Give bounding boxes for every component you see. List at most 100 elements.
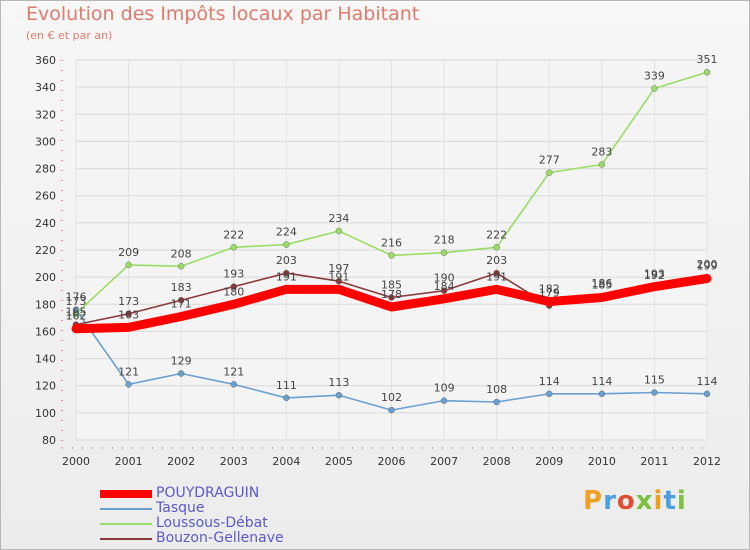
data-point [493, 398, 500, 406]
data-label: 184 [434, 280, 455, 293]
data-point [230, 244, 237, 251]
data-point [440, 287, 448, 294]
x-tick-label: 2011 [640, 455, 668, 468]
data-point [335, 227, 343, 235]
x-tick-label: 2000 [62, 455, 90, 468]
x-tick-label: 2005 [325, 455, 353, 468]
data-point [229, 300, 238, 309]
x-tick-label: 2007 [430, 455, 458, 468]
data-label: 222 [223, 228, 244, 241]
data-label: 173 [66, 295, 87, 308]
y-tick-label: 320 [35, 108, 56, 121]
data-label: 339 [644, 70, 665, 83]
legend-swatch [100, 523, 152, 525]
data-label: 234 [328, 212, 349, 225]
data-point [440, 397, 448, 404]
y-tick-label: 260 [35, 190, 56, 203]
y-tick-label: 360 [35, 54, 56, 67]
data-label: 197 [328, 262, 349, 275]
data-point [335, 278, 343, 285]
logo-letter: r [603, 486, 617, 516]
x-tick-label: 2001 [115, 455, 143, 468]
y-tick-label: 140 [35, 353, 56, 366]
data-label: 351 [697, 53, 718, 66]
data-label: 165 [66, 306, 87, 319]
y-tick-label: 80 [42, 434, 56, 447]
data-point [125, 381, 132, 388]
y-tick-label: 100 [35, 407, 56, 420]
axes: 80 100 120 140 160 180 200 220 240 260 280 300 320 34… [35, 54, 721, 468]
data-point [492, 285, 501, 294]
data-point [124, 323, 133, 332]
proxiti-logo: Proxiti [583, 486, 687, 516]
y-tick-label: 280 [35, 163, 56, 176]
data-point [703, 69, 711, 76]
legend-swatch [100, 490, 152, 498]
data-label: 114 [591, 375, 612, 388]
legend-item-bouzon-gellenave: Bouzon-Gellenave [100, 530, 360, 547]
data-point [597, 293, 606, 302]
logo-letter: i [676, 486, 687, 516]
data-label: 191 [328, 270, 349, 283]
data-point [177, 263, 185, 270]
legend-label: POUYDRAGUIN [156, 485, 260, 501]
logo-letter: i [653, 486, 664, 516]
data-point [388, 252, 395, 259]
x-tick-label: 2002 [167, 455, 195, 468]
y-tick-label: 200 [35, 271, 56, 284]
data-label: 121 [223, 365, 244, 378]
data-point [72, 306, 80, 313]
data-point [651, 85, 658, 92]
data-label: 179 [539, 287, 560, 300]
data-label: 190 [434, 272, 455, 285]
data-point [125, 261, 132, 269]
data-point [493, 269, 500, 277]
data-point [125, 310, 132, 317]
x-tick-label: 2008 [483, 455, 511, 468]
chart-title: Evolution des Impôts locaux par Habitant [26, 3, 420, 25]
logo-letter: o [616, 486, 636, 516]
data-label: 178 [381, 288, 402, 301]
data-label: 216 [381, 236, 402, 249]
data-label: 113 [328, 376, 349, 389]
data-point [177, 312, 186, 321]
y-tick-label: 300 [35, 135, 56, 148]
data-point [493, 244, 500, 251]
data-label: 192 [644, 269, 665, 282]
data-point [546, 390, 553, 398]
legend-swatch [100, 508, 152, 510]
data-label: 173 [118, 295, 139, 308]
data-point [335, 392, 343, 399]
data-label: 180 [223, 285, 244, 298]
data-label: 163 [118, 308, 139, 321]
data-point [598, 161, 606, 168]
data-label: 185 [591, 279, 612, 292]
data-point [598, 390, 606, 398]
y-tick-label: 340 [35, 81, 56, 94]
data-point [440, 294, 449, 303]
data-point [283, 269, 290, 277]
data-label: 186 [591, 277, 612, 290]
data-point [177, 297, 185, 304]
data-label: 200 [697, 258, 718, 271]
x-tick-label: 2012 [693, 455, 721, 468]
data-label: 277 [539, 154, 560, 167]
legend-label: Tasque [156, 500, 205, 516]
data-point [651, 389, 658, 396]
logo-letter: P [583, 486, 604, 516]
data-label: 199 [697, 260, 718, 273]
data-point [230, 381, 237, 388]
data-point [283, 394, 290, 402]
data-point [388, 294, 395, 301]
legend-item-tasque: Tasque [100, 500, 360, 517]
data-label: 109 [434, 382, 455, 395]
data-label: 208 [171, 247, 192, 260]
data-point [703, 390, 711, 398]
data-label: 111 [276, 379, 297, 392]
data-label: 218 [434, 234, 455, 247]
legend-item-pouydraguin: POUYDRAGUIN [100, 485, 360, 502]
data-label: 171 [171, 298, 192, 311]
data-label: 224 [276, 226, 297, 239]
logo-letter: x [635, 486, 654, 516]
